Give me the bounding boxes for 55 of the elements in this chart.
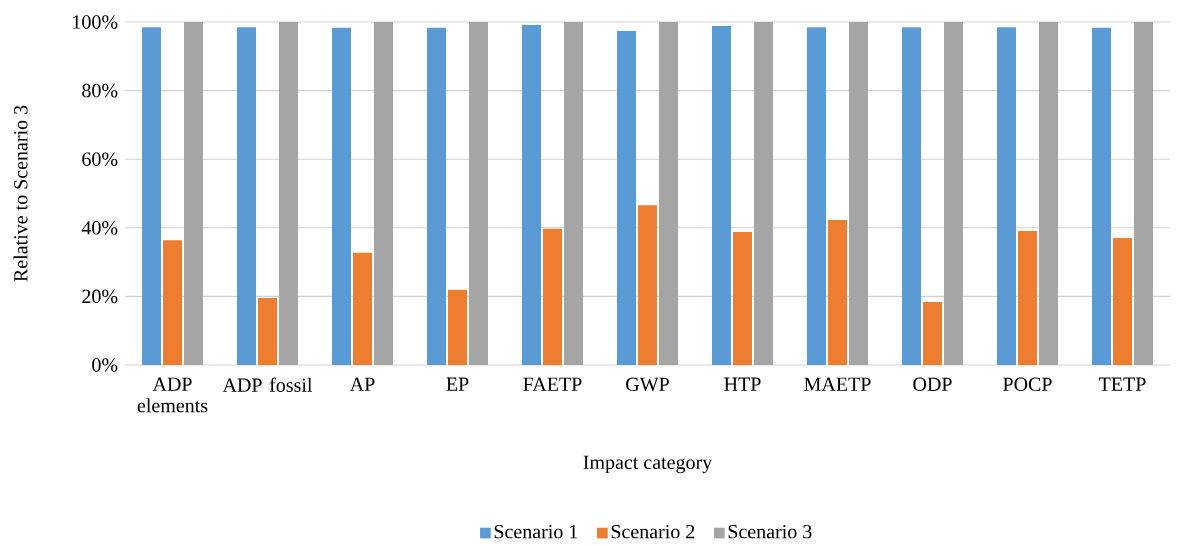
bar — [1112, 238, 1132, 365]
bar — [522, 25, 541, 365]
y-tick-label: 0% — [92, 358, 118, 372]
bar — [163, 240, 183, 365]
bar — [427, 27, 447, 365]
legend-label: Scenario 3 — [728, 524, 812, 539]
x-tick-label: ADP fossil — [222, 377, 313, 392]
bar — [258, 298, 278, 365]
bar — [1133, 21, 1153, 365]
bar — [807, 27, 826, 365]
bar — [733, 231, 752, 365]
y-tick-label: 80% — [82, 83, 118, 98]
y-tick-label: 20% — [82, 289, 118, 304]
y-tick-label: 100% — [73, 15, 118, 29]
bar — [659, 21, 678, 365]
y-tick-label: 60% — [82, 152, 118, 166]
bar — [469, 21, 489, 365]
x-tick-label: HTP — [724, 377, 761, 391]
x-tick-label: EP — [446, 377, 469, 391]
legend-label: Scenario 1 — [494, 524, 578, 539]
bar — [374, 21, 394, 365]
legend-label: Scenario 2 — [611, 524, 695, 539]
bar — [902, 27, 921, 365]
x-tick-label: TETP — [1098, 377, 1146, 391]
bar — [1039, 21, 1058, 365]
bar — [237, 27, 257, 365]
bar — [638, 205, 657, 365]
y-axis-title: Relative to Scenario 3 — [13, 105, 28, 282]
x-tick-label: POCP — [1003, 377, 1052, 392]
y-tick-label: 40% — [81, 221, 118, 235]
bar — [754, 21, 773, 365]
bar — [332, 27, 352, 365]
bar — [997, 27, 1016, 365]
bar — [944, 21, 963, 365]
bar — [564, 21, 583, 365]
bar — [279, 21, 299, 365]
bar — [1018, 230, 1037, 365]
bar — [849, 21, 868, 365]
bar — [712, 26, 731, 365]
x-tick-label: ADP elements — [137, 377, 208, 413]
x-tick-label: FAETP — [523, 377, 582, 391]
bar — [617, 30, 636, 365]
bar — [142, 27, 162, 365]
x-tick-label: GWP — [626, 377, 669, 392]
bar — [1091, 27, 1111, 365]
bar — [448, 289, 468, 365]
x-tick-label: ODP — [913, 377, 952, 392]
bar — [543, 228, 562, 365]
x-tick-label: AP — [349, 377, 375, 391]
bar — [828, 219, 847, 365]
x-axis-title: Impact category — [583, 455, 713, 474]
bar — [184, 21, 204, 365]
x-tick-label: MAETP — [804, 377, 871, 391]
bar — [353, 252, 373, 365]
bar — [923, 301, 942, 365]
